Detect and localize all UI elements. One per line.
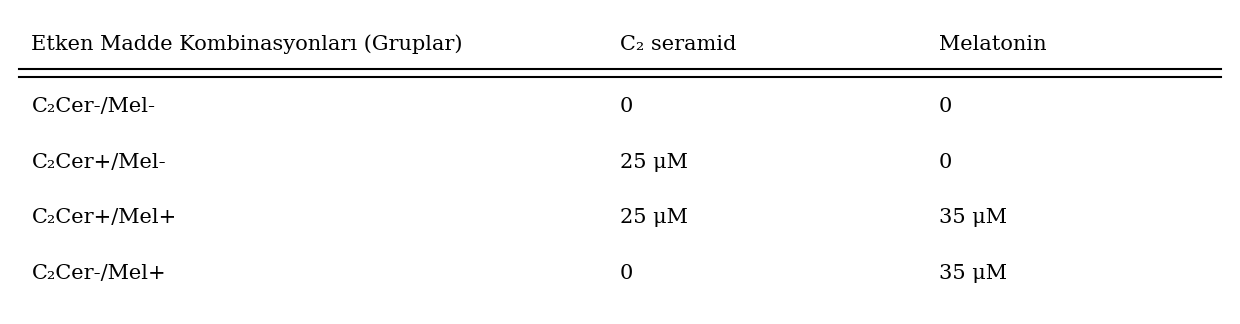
Text: Etken Madde Kombinasyonları (Gruplar): Etken Madde Kombinasyonları (Gruplar) [31,34,463,54]
Text: 25 μM: 25 μM [620,208,688,227]
Text: 25 μM: 25 μM [620,153,688,171]
Text: 35 μM: 35 μM [939,208,1007,227]
Text: 0: 0 [939,153,952,171]
Text: C₂Cer-/Mel-: C₂Cer-/Mel- [31,97,155,116]
Text: Melatonin: Melatonin [939,35,1047,54]
Text: 0: 0 [939,97,952,116]
Text: 35 μM: 35 μM [939,264,1007,283]
Text: C₂Cer+/Mel-: C₂Cer+/Mel- [31,153,166,171]
Text: C₂Cer-/Mel+: C₂Cer-/Mel+ [31,264,166,283]
Text: C₂Cer+/Mel+: C₂Cer+/Mel+ [31,208,177,227]
Text: 0: 0 [620,264,634,283]
Text: C₂ seramid: C₂ seramid [620,35,737,54]
Text: 0: 0 [620,97,634,116]
